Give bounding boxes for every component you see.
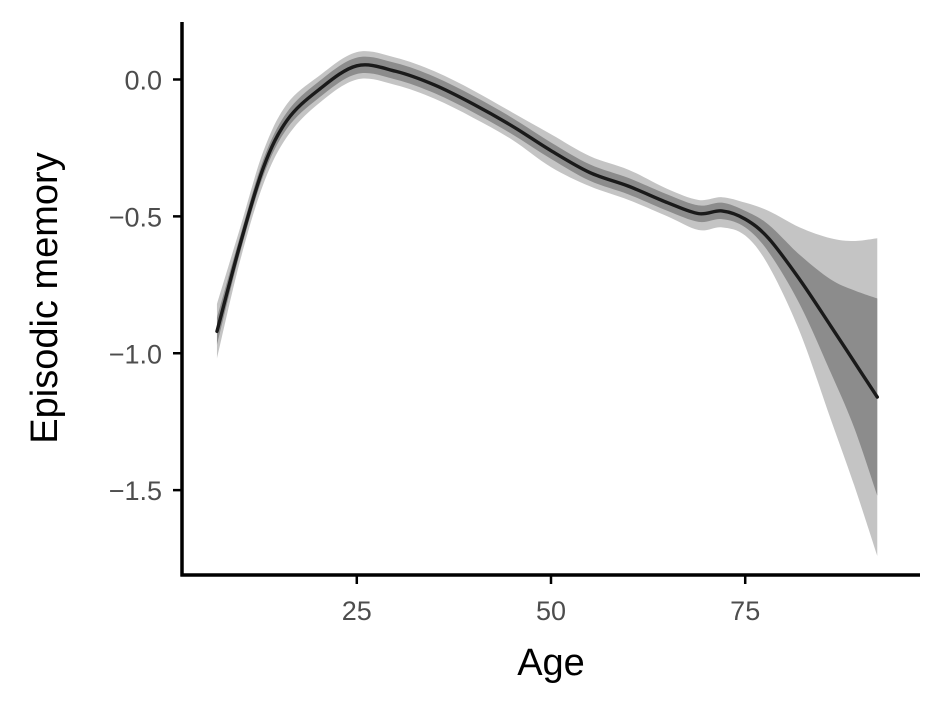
x-tick-label: 50 (536, 596, 566, 626)
tick-labels: 25 50 75 0.0 −0.5 −1.0 −1.5 (109, 65, 761, 626)
outer-confidence-band (216, 51, 878, 556)
episodic-memory-trend-line (215, 63, 879, 399)
y-tick-label: −0.5 (109, 202, 162, 232)
x-tick-label: 75 (730, 596, 760, 626)
y-tick-label: −1.5 (109, 476, 162, 506)
x-axis-title: Age (517, 642, 585, 684)
inner-confidence-band (216, 56, 878, 496)
y-axis-title: Episodic memory (24, 152, 66, 443)
trend-lines (215, 63, 879, 399)
x-tick-label: 25 (342, 596, 372, 626)
axes (173, 22, 920, 584)
y-tick-label: 0.0 (124, 65, 162, 95)
y-tick-label: −1.0 (109, 339, 162, 369)
confidence-bands (216, 51, 878, 556)
